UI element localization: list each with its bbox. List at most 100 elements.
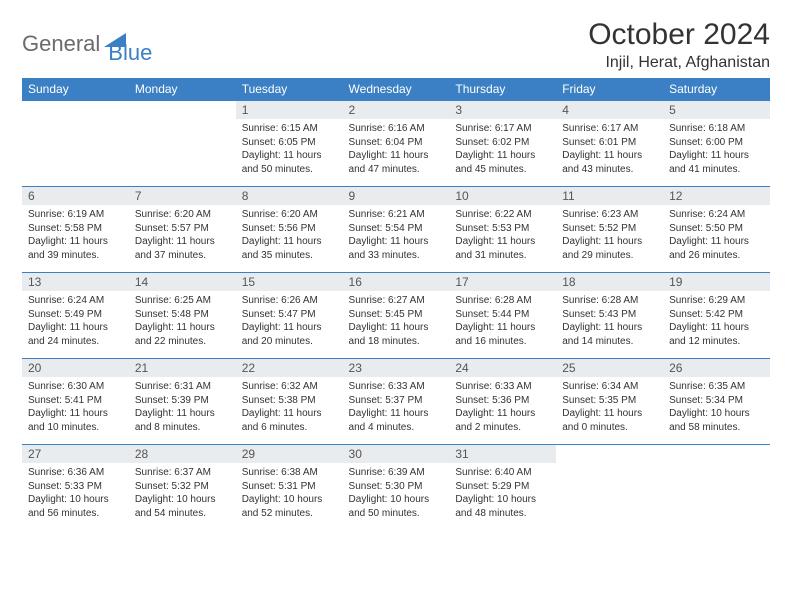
calendar-day: 26Sunrise: 6:35 AMSunset: 5:34 PMDayligh… bbox=[663, 359, 770, 445]
day-content: Sunrise: 6:21 AMSunset: 5:54 PMDaylight:… bbox=[343, 205, 450, 264]
daylight-line1: Daylight: 11 hours bbox=[562, 321, 657, 335]
day-number: 22 bbox=[236, 359, 343, 377]
daylight-line1: Daylight: 11 hours bbox=[242, 407, 337, 421]
calendar-day: 22Sunrise: 6:32 AMSunset: 5:38 PMDayligh… bbox=[236, 359, 343, 445]
calendar-week: 13Sunrise: 6:24 AMSunset: 5:49 PMDayligh… bbox=[22, 273, 770, 359]
daylight-line1: Daylight: 11 hours bbox=[455, 321, 550, 335]
day-number: 24 bbox=[449, 359, 556, 377]
calendar-day: 7Sunrise: 6:20 AMSunset: 5:57 PMDaylight… bbox=[129, 187, 236, 273]
daylight-line1: Daylight: 11 hours bbox=[242, 321, 337, 335]
daylight-line2: and 58 minutes. bbox=[669, 421, 764, 435]
sunset: Sunset: 6:02 PM bbox=[455, 136, 550, 150]
daylight-line1: Daylight: 11 hours bbox=[349, 407, 444, 421]
sunrise: Sunrise: 6:38 AM bbox=[242, 466, 337, 480]
day-content: Sunrise: 6:17 AMSunset: 6:01 PMDaylight:… bbox=[556, 119, 663, 178]
logo: General Blue bbox=[22, 22, 152, 66]
sunrise: Sunrise: 6:25 AM bbox=[135, 294, 230, 308]
daylight-line2: and 33 minutes. bbox=[349, 249, 444, 263]
daylight-line1: Daylight: 11 hours bbox=[242, 235, 337, 249]
sunrise: Sunrise: 6:40 AM bbox=[455, 466, 550, 480]
daylight-line2: and 50 minutes. bbox=[349, 507, 444, 521]
sunrise: Sunrise: 6:22 AM bbox=[455, 208, 550, 222]
calendar-empty bbox=[22, 101, 129, 187]
day-number: 30 bbox=[343, 445, 450, 463]
calendar-head: SundayMondayTuesdayWednesdayThursdayFrid… bbox=[22, 78, 770, 101]
day-content: Sunrise: 6:17 AMSunset: 6:02 PMDaylight:… bbox=[449, 119, 556, 178]
day-header: Tuesday bbox=[236, 78, 343, 101]
daylight-line2: and 22 minutes. bbox=[135, 335, 230, 349]
day-content: Sunrise: 6:34 AMSunset: 5:35 PMDaylight:… bbox=[556, 377, 663, 436]
day-number: 6 bbox=[22, 187, 129, 205]
calendar-day: 19Sunrise: 6:29 AMSunset: 5:42 PMDayligh… bbox=[663, 273, 770, 359]
day-content: Sunrise: 6:30 AMSunset: 5:41 PMDaylight:… bbox=[22, 377, 129, 436]
day-number: 28 bbox=[129, 445, 236, 463]
sunset: Sunset: 5:53 PM bbox=[455, 222, 550, 236]
sunset: Sunset: 5:31 PM bbox=[242, 480, 337, 494]
daylight-line2: and 39 minutes. bbox=[28, 249, 123, 263]
day-number: 5 bbox=[663, 101, 770, 119]
day-content: Sunrise: 6:22 AMSunset: 5:53 PMDaylight:… bbox=[449, 205, 556, 264]
sunrise: Sunrise: 6:17 AM bbox=[562, 122, 657, 136]
calendar-day: 12Sunrise: 6:24 AMSunset: 5:50 PMDayligh… bbox=[663, 187, 770, 273]
sunrise: Sunrise: 6:26 AM bbox=[242, 294, 337, 308]
title-block: October 2024 Injil, Herat, Afghanistan bbox=[588, 18, 770, 72]
day-content: Sunrise: 6:28 AMSunset: 5:44 PMDaylight:… bbox=[449, 291, 556, 350]
logo-part1: General bbox=[22, 31, 100, 57]
day-number: 2 bbox=[343, 101, 450, 119]
daylight-line1: Daylight: 11 hours bbox=[349, 321, 444, 335]
day-header: Thursday bbox=[449, 78, 556, 101]
daylight-line2: and 47 minutes. bbox=[349, 163, 444, 177]
calendar-day: 14Sunrise: 6:25 AMSunset: 5:48 PMDayligh… bbox=[129, 273, 236, 359]
calendar-day: 8Sunrise: 6:20 AMSunset: 5:56 PMDaylight… bbox=[236, 187, 343, 273]
daylight-line2: and 37 minutes. bbox=[135, 249, 230, 263]
calendar-week: 20Sunrise: 6:30 AMSunset: 5:41 PMDayligh… bbox=[22, 359, 770, 445]
daylight-line2: and 6 minutes. bbox=[242, 421, 337, 435]
day-content: Sunrise: 6:29 AMSunset: 5:42 PMDaylight:… bbox=[663, 291, 770, 350]
daylight-line2: and 41 minutes. bbox=[669, 163, 764, 177]
sunrise: Sunrise: 6:19 AM bbox=[28, 208, 123, 222]
sunrise: Sunrise: 6:36 AM bbox=[28, 466, 123, 480]
daylight-line2: and 43 minutes. bbox=[562, 163, 657, 177]
calendar-table: SundayMondayTuesdayWednesdayThursdayFrid… bbox=[22, 78, 770, 531]
day-number: 27 bbox=[22, 445, 129, 463]
calendar-day: 15Sunrise: 6:26 AMSunset: 5:47 PMDayligh… bbox=[236, 273, 343, 359]
calendar-day: 4Sunrise: 6:17 AMSunset: 6:01 PMDaylight… bbox=[556, 101, 663, 187]
day-number: 31 bbox=[449, 445, 556, 463]
calendar-day: 10Sunrise: 6:22 AMSunset: 5:53 PMDayligh… bbox=[449, 187, 556, 273]
day-content: Sunrise: 6:40 AMSunset: 5:29 PMDaylight:… bbox=[449, 463, 556, 522]
sunset: Sunset: 5:30 PM bbox=[349, 480, 444, 494]
daylight-line2: and 24 minutes. bbox=[28, 335, 123, 349]
day-content: Sunrise: 6:33 AMSunset: 5:37 PMDaylight:… bbox=[343, 377, 450, 436]
sunrise: Sunrise: 6:37 AM bbox=[135, 466, 230, 480]
day-content: Sunrise: 6:38 AMSunset: 5:31 PMDaylight:… bbox=[236, 463, 343, 522]
sunrise: Sunrise: 6:16 AM bbox=[349, 122, 444, 136]
calendar-day: 20Sunrise: 6:30 AMSunset: 5:41 PMDayligh… bbox=[22, 359, 129, 445]
day-number: 25 bbox=[556, 359, 663, 377]
day-content: Sunrise: 6:39 AMSunset: 5:30 PMDaylight:… bbox=[343, 463, 450, 522]
daylight-line1: Daylight: 11 hours bbox=[669, 235, 764, 249]
calendar-day: 11Sunrise: 6:23 AMSunset: 5:52 PMDayligh… bbox=[556, 187, 663, 273]
daylight-line2: and 16 minutes. bbox=[455, 335, 550, 349]
sunset: Sunset: 5:34 PM bbox=[669, 394, 764, 408]
calendar-day: 2Sunrise: 6:16 AMSunset: 6:04 PMDaylight… bbox=[343, 101, 450, 187]
daylight-line2: and 31 minutes. bbox=[455, 249, 550, 263]
sunset: Sunset: 5:49 PM bbox=[28, 308, 123, 322]
sunset: Sunset: 5:42 PM bbox=[669, 308, 764, 322]
sunset: Sunset: 5:45 PM bbox=[349, 308, 444, 322]
sunrise: Sunrise: 6:33 AM bbox=[349, 380, 444, 394]
day-content: Sunrise: 6:23 AMSunset: 5:52 PMDaylight:… bbox=[556, 205, 663, 264]
day-number: 14 bbox=[129, 273, 236, 291]
sunset: Sunset: 5:47 PM bbox=[242, 308, 337, 322]
daylight-line1: Daylight: 10 hours bbox=[28, 493, 123, 507]
day-number: 10 bbox=[449, 187, 556, 205]
sunrise: Sunrise: 6:15 AM bbox=[242, 122, 337, 136]
sunset: Sunset: 6:01 PM bbox=[562, 136, 657, 150]
sunrise: Sunrise: 6:20 AM bbox=[242, 208, 337, 222]
sunrise: Sunrise: 6:24 AM bbox=[28, 294, 123, 308]
calendar-day: 23Sunrise: 6:33 AMSunset: 5:37 PMDayligh… bbox=[343, 359, 450, 445]
calendar-week: 27Sunrise: 6:36 AMSunset: 5:33 PMDayligh… bbox=[22, 445, 770, 531]
location: Injil, Herat, Afghanistan bbox=[588, 54, 770, 72]
day-content: Sunrise: 6:20 AMSunset: 5:57 PMDaylight:… bbox=[129, 205, 236, 264]
daylight-line1: Daylight: 11 hours bbox=[135, 407, 230, 421]
day-number: 17 bbox=[449, 273, 556, 291]
